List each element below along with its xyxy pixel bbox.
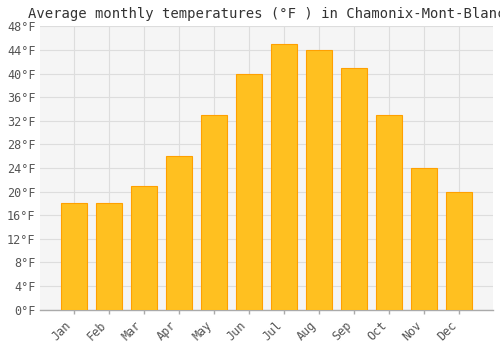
Bar <box>96 203 122 310</box>
Bar <box>201 115 228 310</box>
Title: Average monthly temperatures (°F ) in Chamonix-Mont-Blanc: Average monthly temperatures (°F ) in Ch… <box>28 7 500 21</box>
Bar <box>131 186 157 310</box>
Bar <box>271 44 297 310</box>
Bar <box>306 50 332 310</box>
Bar <box>166 156 192 310</box>
Bar <box>411 168 438 310</box>
Bar <box>236 74 262 310</box>
Bar <box>341 68 367 310</box>
Bar <box>376 115 402 310</box>
Bar <box>61 203 87 310</box>
Bar <box>446 191 472 310</box>
